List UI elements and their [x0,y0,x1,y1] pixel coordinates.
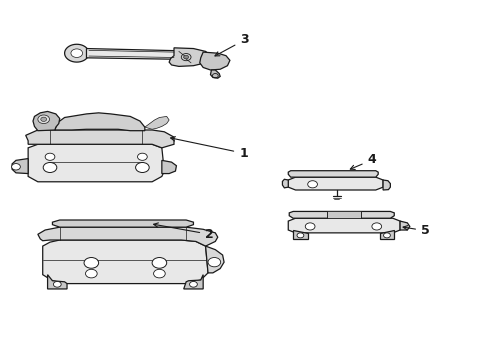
Polygon shape [47,275,67,289]
Circle shape [152,257,166,268]
Polygon shape [86,49,176,59]
Polygon shape [169,48,210,66]
Polygon shape [144,116,169,129]
Polygon shape [64,44,89,62]
Polygon shape [282,179,287,188]
Circle shape [207,257,220,267]
Circle shape [153,269,165,278]
Polygon shape [326,211,361,218]
Polygon shape [292,230,307,239]
Text: 2: 2 [153,223,213,241]
Polygon shape [55,113,144,131]
Circle shape [43,162,57,172]
Polygon shape [162,160,176,174]
Polygon shape [28,144,164,182]
Circle shape [305,223,314,230]
Circle shape [383,233,389,238]
Circle shape [296,233,303,238]
Polygon shape [38,227,217,246]
Polygon shape [12,158,28,174]
Circle shape [135,162,149,172]
Polygon shape [42,240,207,284]
Polygon shape [287,171,377,177]
Polygon shape [399,221,409,230]
Text: 1: 1 [170,137,247,160]
Polygon shape [287,177,382,190]
Circle shape [41,117,46,121]
Circle shape [189,282,197,287]
Circle shape [38,115,49,123]
Circle shape [12,163,20,170]
Circle shape [85,269,97,278]
Text: 4: 4 [349,153,375,170]
Polygon shape [210,70,220,78]
Polygon shape [288,211,393,218]
Polygon shape [200,52,229,70]
Polygon shape [52,220,193,227]
Polygon shape [26,130,174,148]
Circle shape [307,181,317,188]
Polygon shape [33,111,60,131]
Polygon shape [379,230,393,239]
Circle shape [45,153,55,160]
Circle shape [183,55,188,59]
Polygon shape [382,180,389,190]
Circle shape [137,153,147,160]
Circle shape [371,223,381,230]
Circle shape [53,282,61,287]
Polygon shape [287,218,399,233]
Text: 5: 5 [402,224,429,237]
Polygon shape [183,275,203,289]
Polygon shape [205,246,224,273]
Circle shape [71,49,82,58]
Circle shape [84,257,99,268]
Text: 3: 3 [215,33,248,56]
